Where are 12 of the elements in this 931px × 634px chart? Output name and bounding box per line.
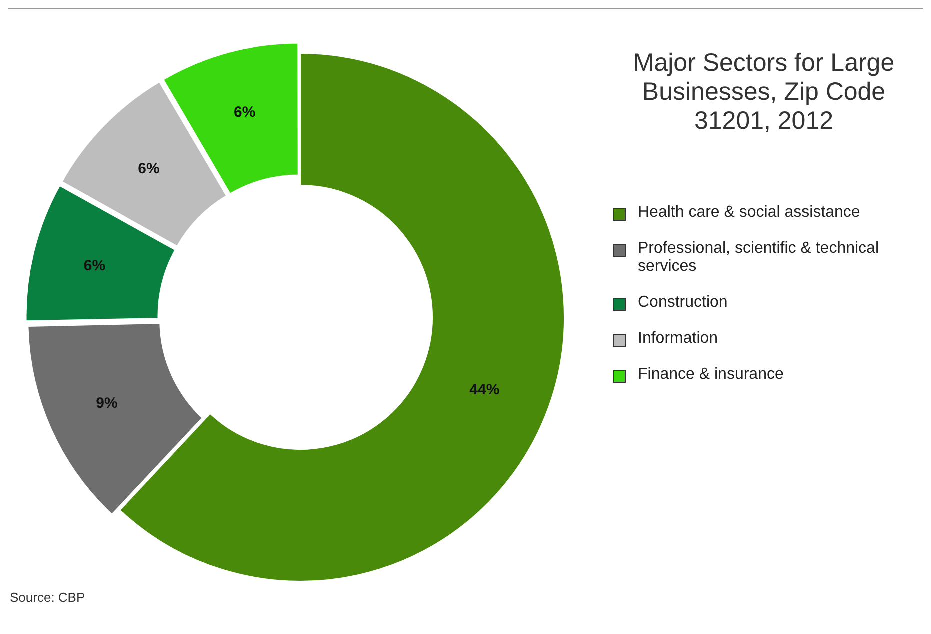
source-note: Source: CBP [10,590,86,605]
legend-label: Information [638,330,718,348]
data-label: 6% [138,160,160,178]
data-label: 6% [234,104,256,122]
data-label: 44% [470,381,500,398]
text: Major Sectors for Large Businesses, Zip Code 31201, 2012 [632,49,896,136]
legend-label: Finance & insurance [638,366,784,384]
data-label: 9% [96,395,118,412]
legend-label: Construction [638,294,728,312]
legend-label: Professional, scientific & technical services [638,240,880,276]
legend-label: Health care & social assistance [638,204,860,222]
data-label: 6% [84,258,106,275]
